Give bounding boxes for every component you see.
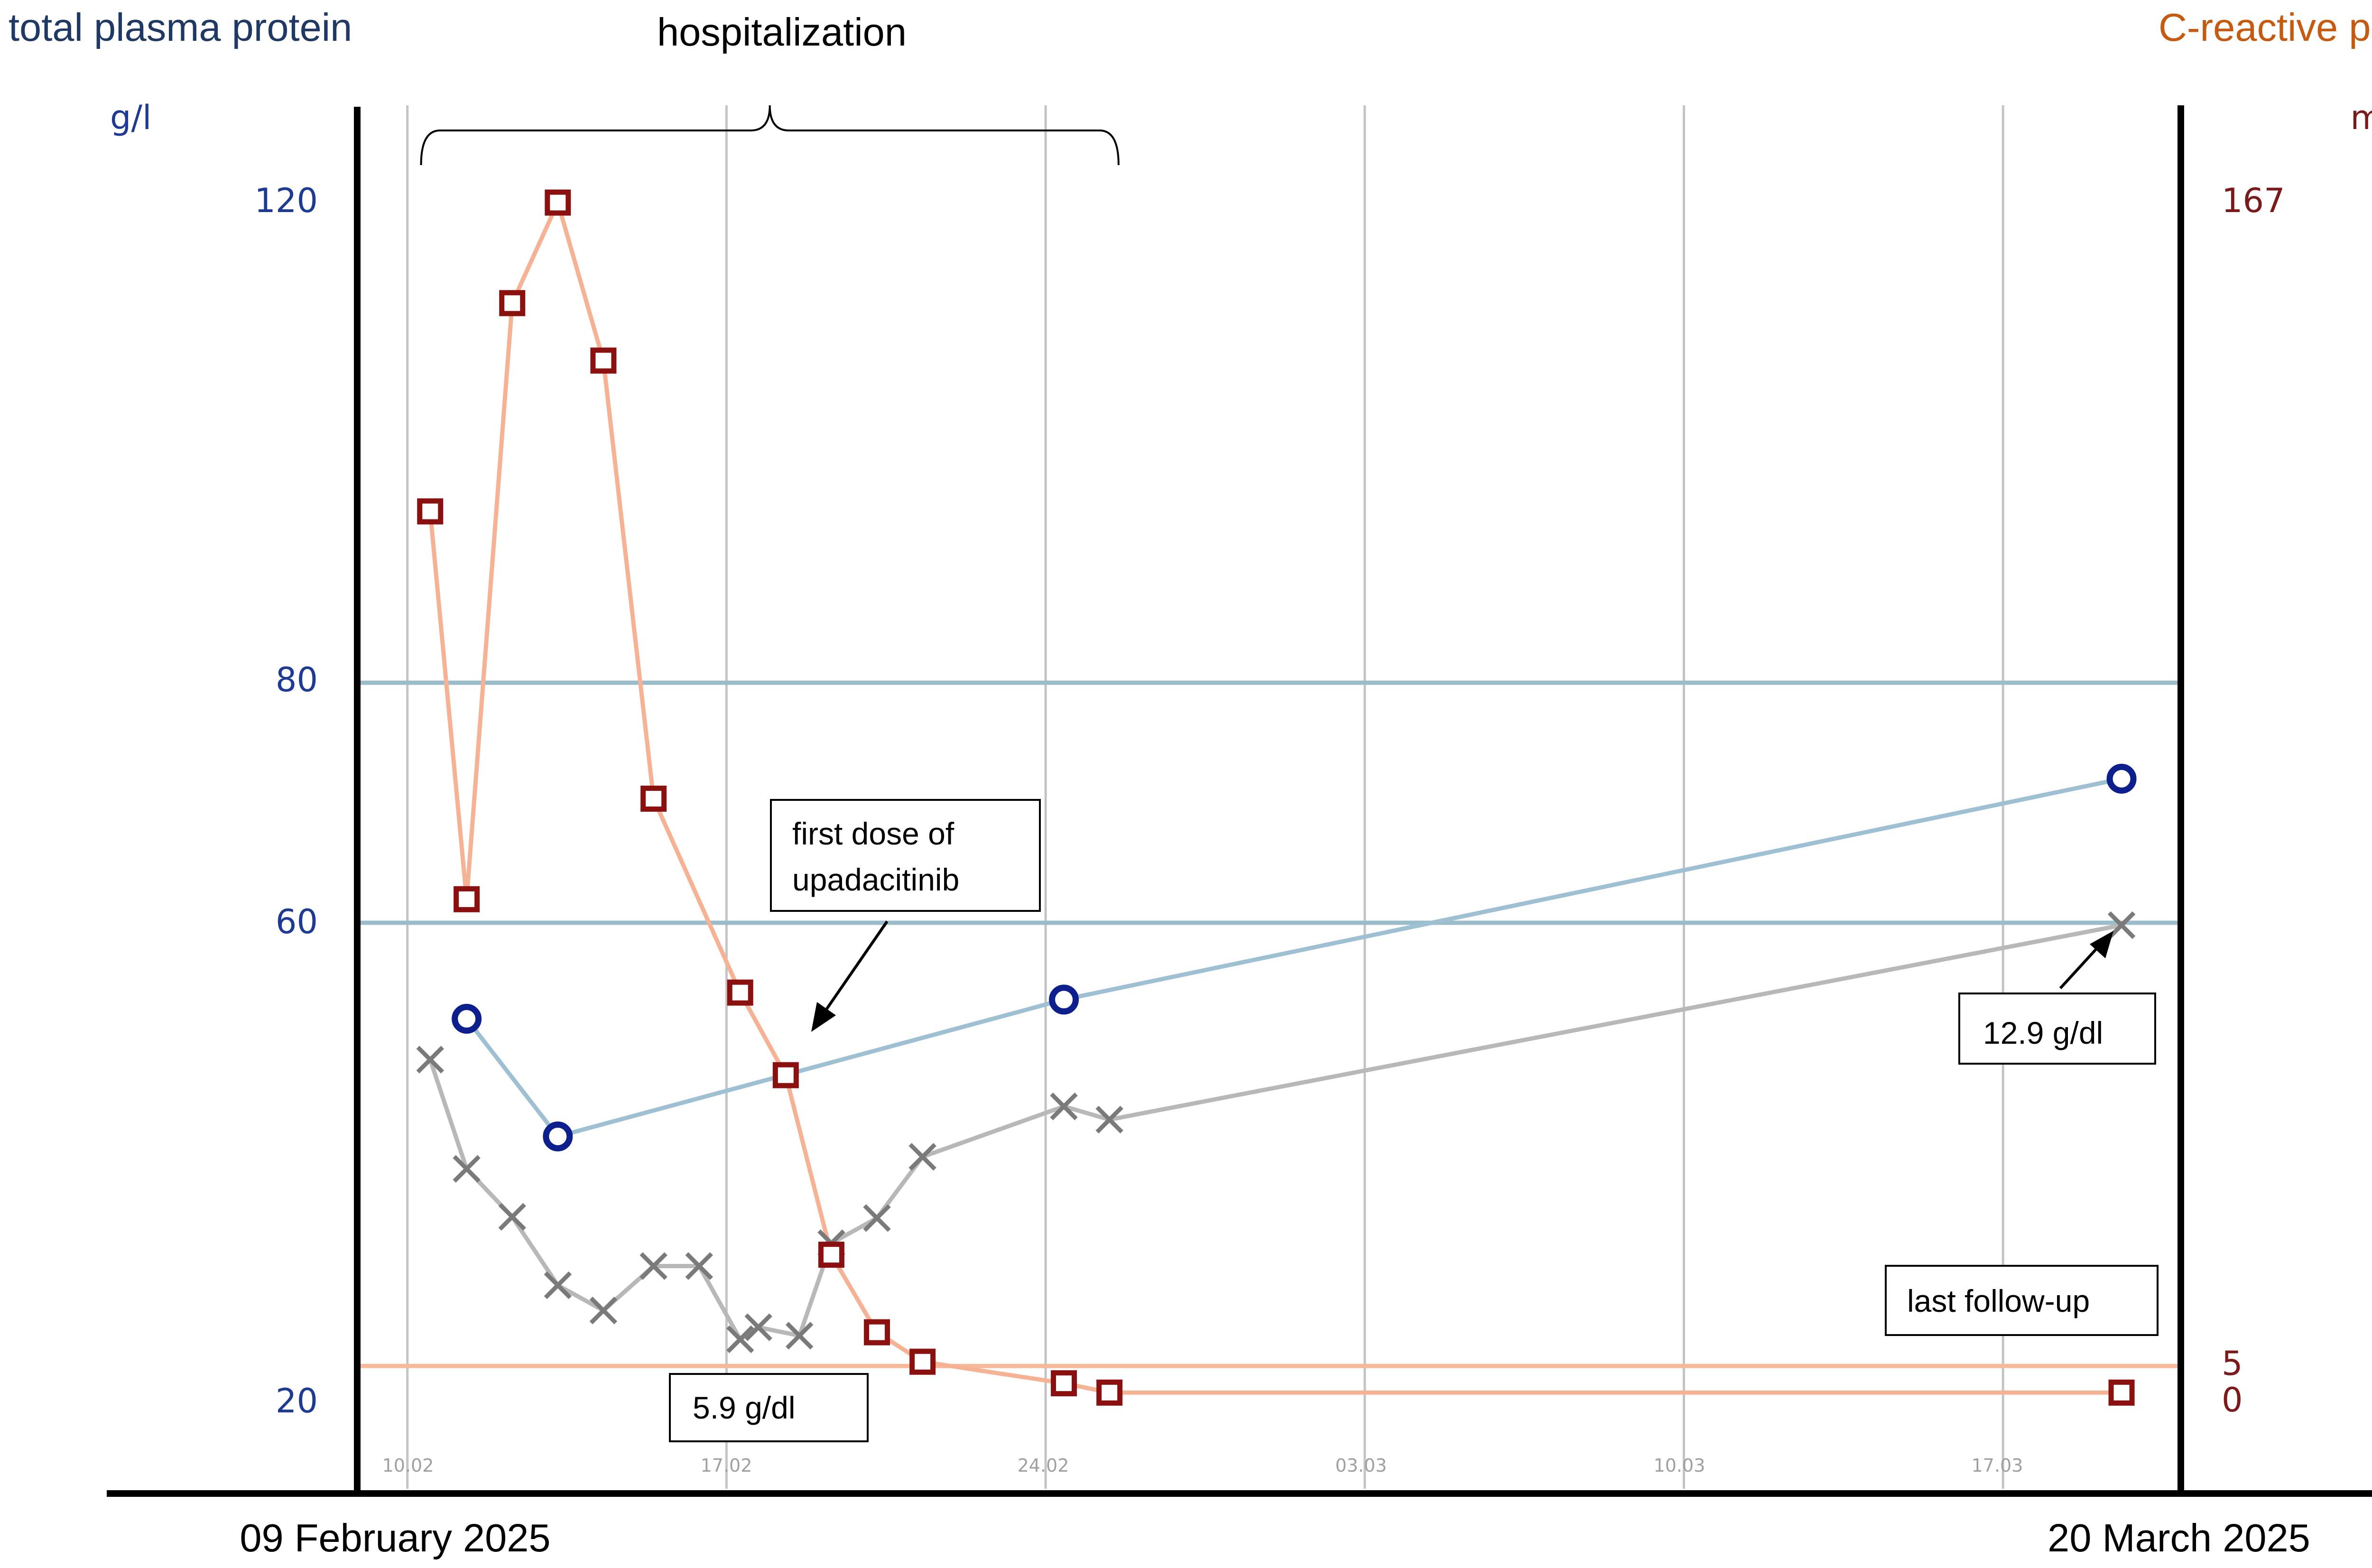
cross-stroke: [685, 1252, 713, 1280]
value-note-5-9-box: [669, 1373, 869, 1442]
cross-stroke: [744, 1313, 772, 1341]
last-follow-up-note: last follow-up: [1885, 1265, 2159, 1336]
x-tick-label: 17.02: [701, 1455, 752, 1476]
right-axis-unit: mg/l: [2350, 98, 2372, 137]
series-lines: [428, 200, 2122, 1395]
x-start-date: 09 February 2025: [240, 1516, 550, 1560]
left-axis-unit: g/l: [110, 98, 151, 137]
series-markers: [416, 189, 2137, 1406]
cross-stroke: [639, 1252, 667, 1280]
data-point-third-series: [2107, 911, 2136, 939]
value-note-12-9-text: 12.9 g/dl: [1983, 1015, 2103, 1050]
value-note-12-9: 12.9 g/dl: [1958, 931, 2156, 1065]
hospitalization-brace: [420, 105, 1120, 166]
last-follow-up-text: last follow-up: [1907, 1283, 2090, 1318]
data-point-c-reactive-protein: [640, 785, 667, 812]
x-tick-label: 17.03: [1972, 1455, 2023, 1476]
data-point-third-series: [498, 1203, 526, 1231]
value-note-12-9-arrow: [2059, 942, 2103, 990]
right-tick-label: 5: [2222, 1344, 2243, 1383]
data-point-third-series: [908, 1143, 936, 1171]
data-point-third-series: [416, 1046, 444, 1074]
data-point-total-plasma-protein: [543, 1121, 573, 1151]
last-follow-up-box: [1885, 1265, 2159, 1336]
data-point-c-reactive-protein: [417, 498, 444, 525]
data-point-c-reactive-protein: [499, 290, 526, 316]
data-point-total-plasma-protein: [452, 1003, 482, 1034]
data-point-third-series: [453, 1155, 481, 1183]
first-dose-arrow: [820, 920, 889, 1017]
title-right: C-reactive protein: [2159, 5, 2372, 49]
first-dose-note: first dose of upadacitinib: [770, 799, 1041, 1032]
data-point-third-series: [785, 1322, 814, 1350]
data-point-c-reactive-protein: [818, 1242, 844, 1268]
x-tick-label: 10.02: [382, 1455, 434, 1476]
cross-stroke: [785, 1322, 814, 1350]
hospitalization-brace-path: [420, 105, 1120, 166]
data-point-third-series: [1050, 1092, 1078, 1121]
data-point-c-reactive-protein: [772, 1062, 799, 1088]
left-tick-label: 80: [276, 660, 318, 699]
data-point-third-series: [726, 1325, 754, 1354]
cross-stroke: [726, 1325, 754, 1354]
left-tick-label: 20: [276, 1382, 318, 1420]
title-left: total plasma protein: [9, 5, 352, 49]
data-point-total-plasma-protein: [2106, 763, 2137, 794]
data-point-c-reactive-protein: [864, 1319, 890, 1345]
value-note-5-9-text: 5.9 g/dl: [693, 1390, 796, 1425]
x-tick-labels: 10.02 17.02 24.02 03.03 10.03 17.03: [382, 1455, 2023, 1476]
data-point-third-series: [1095, 1105, 1123, 1134]
series-line-total-plasma-protein: [465, 776, 2122, 1139]
cross-stroke: [589, 1297, 618, 1325]
x-tick-label: 24.02: [1018, 1455, 1069, 1476]
data-point-total-plasma-protein: [1049, 984, 1079, 1015]
data-point-third-series: [863, 1204, 891, 1232]
data-point-c-reactive-protein: [909, 1348, 936, 1375]
data-point-c-reactive-protein: [727, 979, 753, 1006]
left-tick-label: 120: [254, 181, 318, 220]
series-line-c-reactive-protein: [428, 200, 2122, 1395]
cross-stroke: [2107, 911, 2136, 939]
cross-stroke: [453, 1155, 481, 1183]
first-dose-arrowhead: [811, 1002, 836, 1032]
left-tick-label: 60: [276, 902, 318, 941]
cross-stroke: [1095, 1105, 1123, 1134]
x-tick-label: 10.03: [1654, 1455, 1705, 1476]
value-note-12-9-arrowhead: [2090, 931, 2113, 958]
first-dose-box: [770, 799, 1041, 912]
data-point-third-series: [685, 1252, 713, 1280]
value-note-12-9-box: [1958, 993, 2156, 1065]
series-line-third-series: [428, 923, 2122, 1342]
data-point-c-reactive-protein: [454, 886, 480, 912]
data-point-third-series: [544, 1271, 572, 1299]
cross-stroke: [1050, 1092, 1078, 1121]
hospitalization-label: hospitalization: [657, 10, 907, 54]
data-point-c-reactive-protein: [1051, 1370, 1077, 1397]
value-note-5-9: 5.9 g/dl: [669, 1373, 869, 1442]
first-dose-text-line-1: first dose of: [792, 816, 954, 851]
x-tick-label: 03.03: [1335, 1455, 1387, 1476]
data-point-c-reactive-protein: [590, 347, 617, 374]
cross-stroke: [863, 1204, 891, 1232]
data-point-third-series: [589, 1297, 618, 1325]
right-tick-label: 167: [2222, 181, 2285, 220]
x-end-date: 20 March 2025: [2048, 1516, 2310, 1560]
cross-stroke: [416, 1046, 444, 1074]
cross-stroke: [544, 1271, 572, 1299]
cross-stroke: [908, 1143, 936, 1171]
data-point-third-series: [744, 1313, 772, 1341]
data-point-c-reactive-protein: [2108, 1379, 2135, 1406]
data-point-third-series: [639, 1252, 667, 1280]
data-point-c-reactive-protein: [1096, 1379, 1123, 1406]
reference-lines: [357, 680, 2181, 1368]
gridlines: [406, 105, 2004, 1489]
data-point-c-reactive-protein: [545, 189, 571, 216]
cross-stroke: [498, 1203, 526, 1231]
first-dose-text-line-2: upadacitinib: [792, 862, 959, 897]
right-tick-label: 0: [2222, 1381, 2243, 1420]
